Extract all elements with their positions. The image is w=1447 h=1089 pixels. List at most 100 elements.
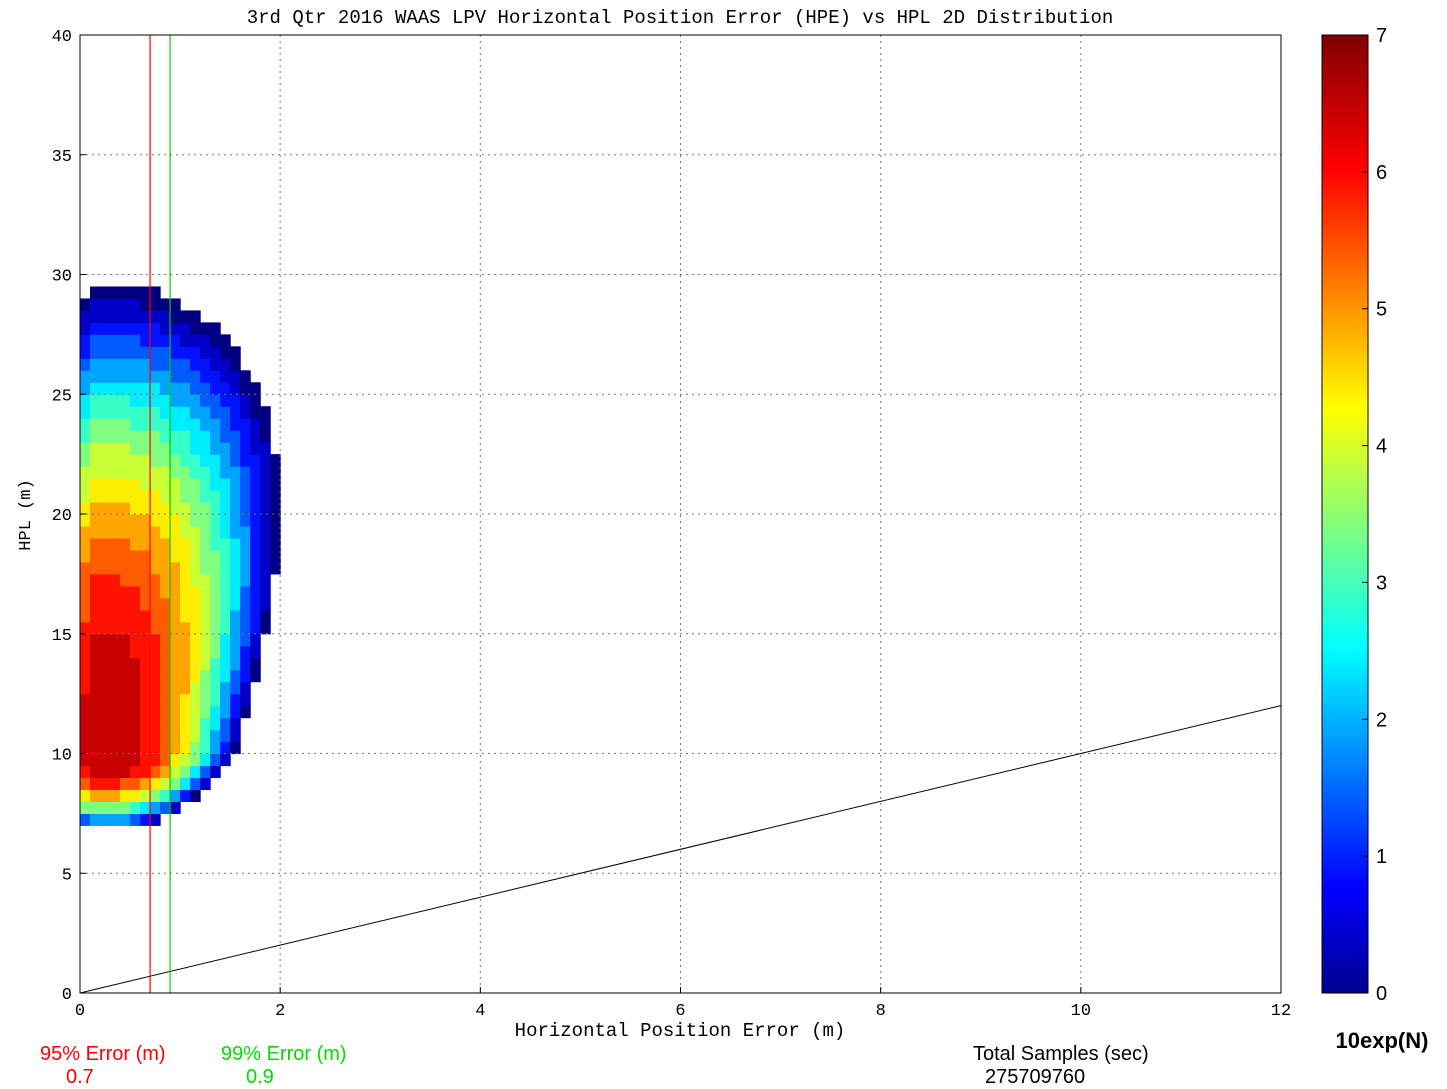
heat-cell xyxy=(200,561,211,575)
heat-cell xyxy=(100,334,111,347)
heat-cell xyxy=(90,717,101,731)
heat-cell xyxy=(100,322,111,335)
heat-cell xyxy=(140,789,151,802)
heat-cell xyxy=(190,693,201,707)
heat-cell xyxy=(90,561,101,575)
heat-cell xyxy=(110,621,121,635)
heat-cell xyxy=(170,621,181,635)
heat-cell xyxy=(80,298,91,312)
heat-cell xyxy=(140,537,151,551)
heat-cell xyxy=(120,801,131,814)
colorbar-tick-label: 5 xyxy=(1376,299,1387,321)
heat-cell xyxy=(130,466,141,479)
heat-cell xyxy=(200,322,211,335)
heat-cell xyxy=(100,454,111,467)
heat-cell xyxy=(210,466,221,479)
heat-cell xyxy=(130,286,141,300)
heat-cell xyxy=(170,514,181,527)
heat-cell xyxy=(240,478,251,491)
heat-cell xyxy=(100,801,111,814)
heat-cell xyxy=(150,621,161,635)
heat-cell xyxy=(190,502,201,515)
heat-cell xyxy=(110,549,121,563)
heat-cell xyxy=(250,490,261,503)
heat-cell xyxy=(210,442,221,455)
heat-cell xyxy=(210,382,221,395)
heat-cell xyxy=(140,394,151,407)
heat-cell xyxy=(130,478,141,491)
heat-cell xyxy=(200,705,211,719)
heat-cell xyxy=(130,334,141,347)
heat-cell xyxy=(250,466,261,479)
heat-cell xyxy=(140,813,151,826)
heat-cell xyxy=(160,765,171,779)
heat-cell xyxy=(140,286,151,300)
heat-cell xyxy=(100,382,111,395)
y-tick-label: 40 xyxy=(52,28,72,47)
heat-cell xyxy=(160,621,171,635)
heat-cell xyxy=(140,669,151,683)
heat-cell xyxy=(200,681,211,695)
heat-cell xyxy=(130,789,141,802)
heat-cell xyxy=(150,777,161,791)
heat-cell xyxy=(180,490,191,503)
heat-cell xyxy=(150,382,161,395)
heat-cell xyxy=(110,681,121,695)
heat-cell xyxy=(90,801,101,814)
heat-cell xyxy=(180,382,191,395)
heat-cell xyxy=(100,597,111,611)
heat-cell xyxy=(270,537,281,551)
heat-cell xyxy=(170,298,181,312)
heat-cell xyxy=(190,514,201,527)
x-tick-label: 10 xyxy=(1071,1002,1091,1021)
colorbar-tick-label: 0 xyxy=(1376,983,1387,1005)
heat-cell xyxy=(110,394,121,407)
heat-cell xyxy=(230,585,241,599)
heat-cell xyxy=(170,753,181,767)
heat-cell xyxy=(110,789,121,802)
heat-cell xyxy=(80,813,91,826)
heat-cell xyxy=(170,322,181,335)
heat-cell xyxy=(190,454,201,467)
heat-cell xyxy=(250,418,261,431)
heat-cell xyxy=(240,442,251,455)
heat-cell xyxy=(140,585,151,599)
heat-cell xyxy=(230,657,241,671)
heat-cell xyxy=(120,298,131,312)
heat-cell xyxy=(100,789,111,802)
heat-cell xyxy=(140,549,151,563)
heat-cell xyxy=(110,442,121,455)
heat-cell xyxy=(80,633,91,647)
heat-cell xyxy=(90,394,101,407)
heat-cell xyxy=(220,490,231,503)
heat-cell xyxy=(220,549,231,563)
heat-cell xyxy=(150,549,161,563)
heat-cell xyxy=(200,502,211,515)
heat-cell xyxy=(130,777,141,791)
heat-cell xyxy=(130,454,141,467)
heat-cell xyxy=(80,430,91,443)
heat-cell xyxy=(260,454,271,467)
heat-cell xyxy=(110,525,121,539)
heat-cell xyxy=(80,585,91,599)
heat-cell xyxy=(110,813,121,826)
heat-cell xyxy=(90,442,101,455)
heat-cell xyxy=(100,753,111,767)
heat-cell xyxy=(170,394,181,407)
heat-cell xyxy=(110,693,121,707)
heat-cell xyxy=(170,597,181,611)
heat-cell xyxy=(250,537,261,551)
heat-cell xyxy=(130,525,141,539)
heat-cell xyxy=(180,514,191,527)
heat-cell xyxy=(170,382,181,395)
heat-cell xyxy=(170,537,181,551)
heat-cell xyxy=(180,549,191,563)
heat-cell xyxy=(110,322,121,335)
heat-cell xyxy=(130,322,141,335)
heat-cell xyxy=(240,585,251,599)
heat-cell xyxy=(210,406,221,419)
heat-cell xyxy=(80,693,91,707)
heat-cell xyxy=(160,585,171,599)
heat-cell xyxy=(120,813,131,826)
heat-cell xyxy=(160,789,171,802)
